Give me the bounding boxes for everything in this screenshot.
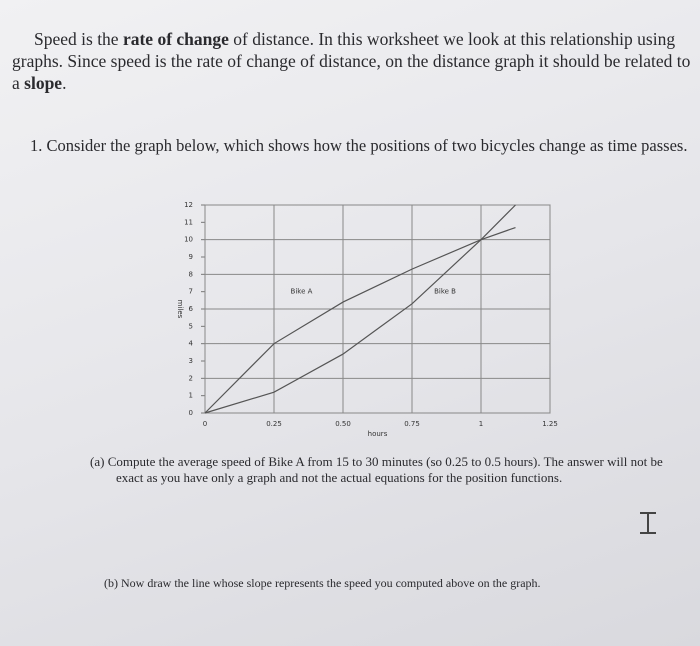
series-label: Bike B (434, 288, 456, 296)
intro: Speed is the rate of change of distance.… (12, 28, 696, 94)
x-axis-label: hours (368, 430, 388, 438)
y-tick-label: 9 (189, 253, 193, 261)
series-line (204, 204, 516, 414)
question-text: Consider the graph below, which shows ho… (46, 136, 688, 155)
part-text: Now draw the line whose slope represents… (121, 576, 541, 590)
x-tick-label: 0 (203, 420, 207, 428)
intro-bold: rate of change (122, 29, 229, 49)
y-tick-label: 7 (189, 288, 193, 296)
x-tick-label: 0.50 (335, 420, 351, 428)
y-tick-label: 5 (189, 322, 193, 330)
intro-text: of distance. In this worksheet we look a… (12, 29, 691, 93)
y-tick-label: 4 (189, 340, 194, 348)
y-tick-label: 3 (189, 357, 193, 365)
part-b: (b) Now draw the line whose slope repres… (104, 575, 668, 591)
x-tick-label: 1.25 (542, 420, 558, 428)
y-tick-label: 10 (184, 236, 193, 244)
y-tick-label: 8 (189, 270, 193, 278)
x-tick-label: 0.75 (404, 420, 420, 428)
question-number: 1. (30, 136, 43, 155)
x-tick-label: 1 (479, 420, 483, 428)
y-tick-label: 2 (189, 374, 193, 382)
question: 1. Consider the graph below, which shows… (28, 134, 700, 158)
intro-text: . (62, 73, 67, 93)
y-tick-label: 0 (189, 409, 193, 417)
y-tick-label: 1 (189, 392, 193, 400)
series-label: Bike A (291, 288, 313, 296)
y-tick-label: 6 (189, 305, 194, 313)
y-tick-label: 12 (184, 201, 193, 209)
part-a: (a) Compute the average speed of Bike A … (90, 454, 686, 486)
text-cursor (640, 512, 656, 534)
y-axis-label: miles (176, 300, 184, 319)
intro-bold: slope (24, 73, 63, 93)
part-label: (b) (104, 576, 118, 590)
part-text: Compute the average speed of Bike A from… (107, 454, 663, 485)
series-line (204, 226, 516, 414)
y-tick-label: 11 (184, 218, 193, 226)
part-label: (a) (90, 454, 105, 469)
intro-text: Speed is the (34, 29, 123, 49)
x-tick-label: 0.25 (266, 420, 282, 428)
